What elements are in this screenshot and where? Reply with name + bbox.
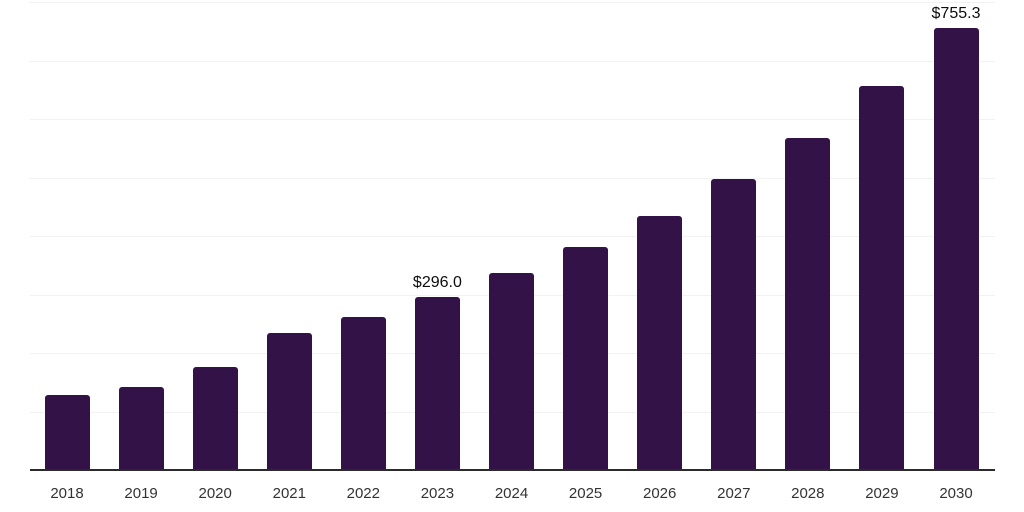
bar-2020 (192, 367, 238, 470)
x-tick-label-2028: 2028 (791, 485, 825, 502)
x-tick-label-2023: 2023 (420, 485, 455, 502)
bar-2029 (859, 86, 905, 470)
x-tick-label-2026: 2026 (643, 485, 677, 502)
bar-2018 (44, 395, 90, 470)
x-tick-label-2020: 2020 (198, 485, 232, 502)
bar-2022 (340, 316, 386, 470)
x-axis-line (30, 469, 995, 471)
gridline-600 (30, 119, 995, 120)
gridline-700 (30, 61, 995, 62)
bar-2028 (785, 137, 831, 470)
bar-2019 (118, 386, 164, 470)
x-tick-label-2024: 2024 (494, 485, 529, 502)
x-tick-label-2022: 2022 (346, 485, 380, 502)
x-tick-label-2027: 2027 (717, 485, 751, 502)
x-tick-label-2021: 2021 (272, 485, 306, 502)
gridline-400 (30, 236, 995, 237)
x-tick-label-2029: 2029 (865, 485, 899, 502)
bar-2027 (711, 179, 757, 470)
bar-2023 (414, 296, 460, 470)
bar-2026 (637, 216, 683, 470)
value-label-2023: $296.0 (412, 273, 462, 291)
bar-2030 (933, 28, 979, 470)
bar-2025 (563, 247, 609, 470)
gridline-800 (30, 2, 995, 3)
x-tick-label-2030: 2030 (939, 485, 973, 502)
bar-2021 (266, 333, 312, 470)
bar-2024 (489, 272, 534, 470)
x-tick-label-2019: 2019 (124, 485, 158, 502)
x-tick-label-2025: 2025 (568, 485, 603, 502)
x-tick-label-2018: 2018 (50, 485, 84, 502)
gridline-500 (30, 178, 995, 179)
value-label-2030: $755.3 (931, 5, 981, 23)
